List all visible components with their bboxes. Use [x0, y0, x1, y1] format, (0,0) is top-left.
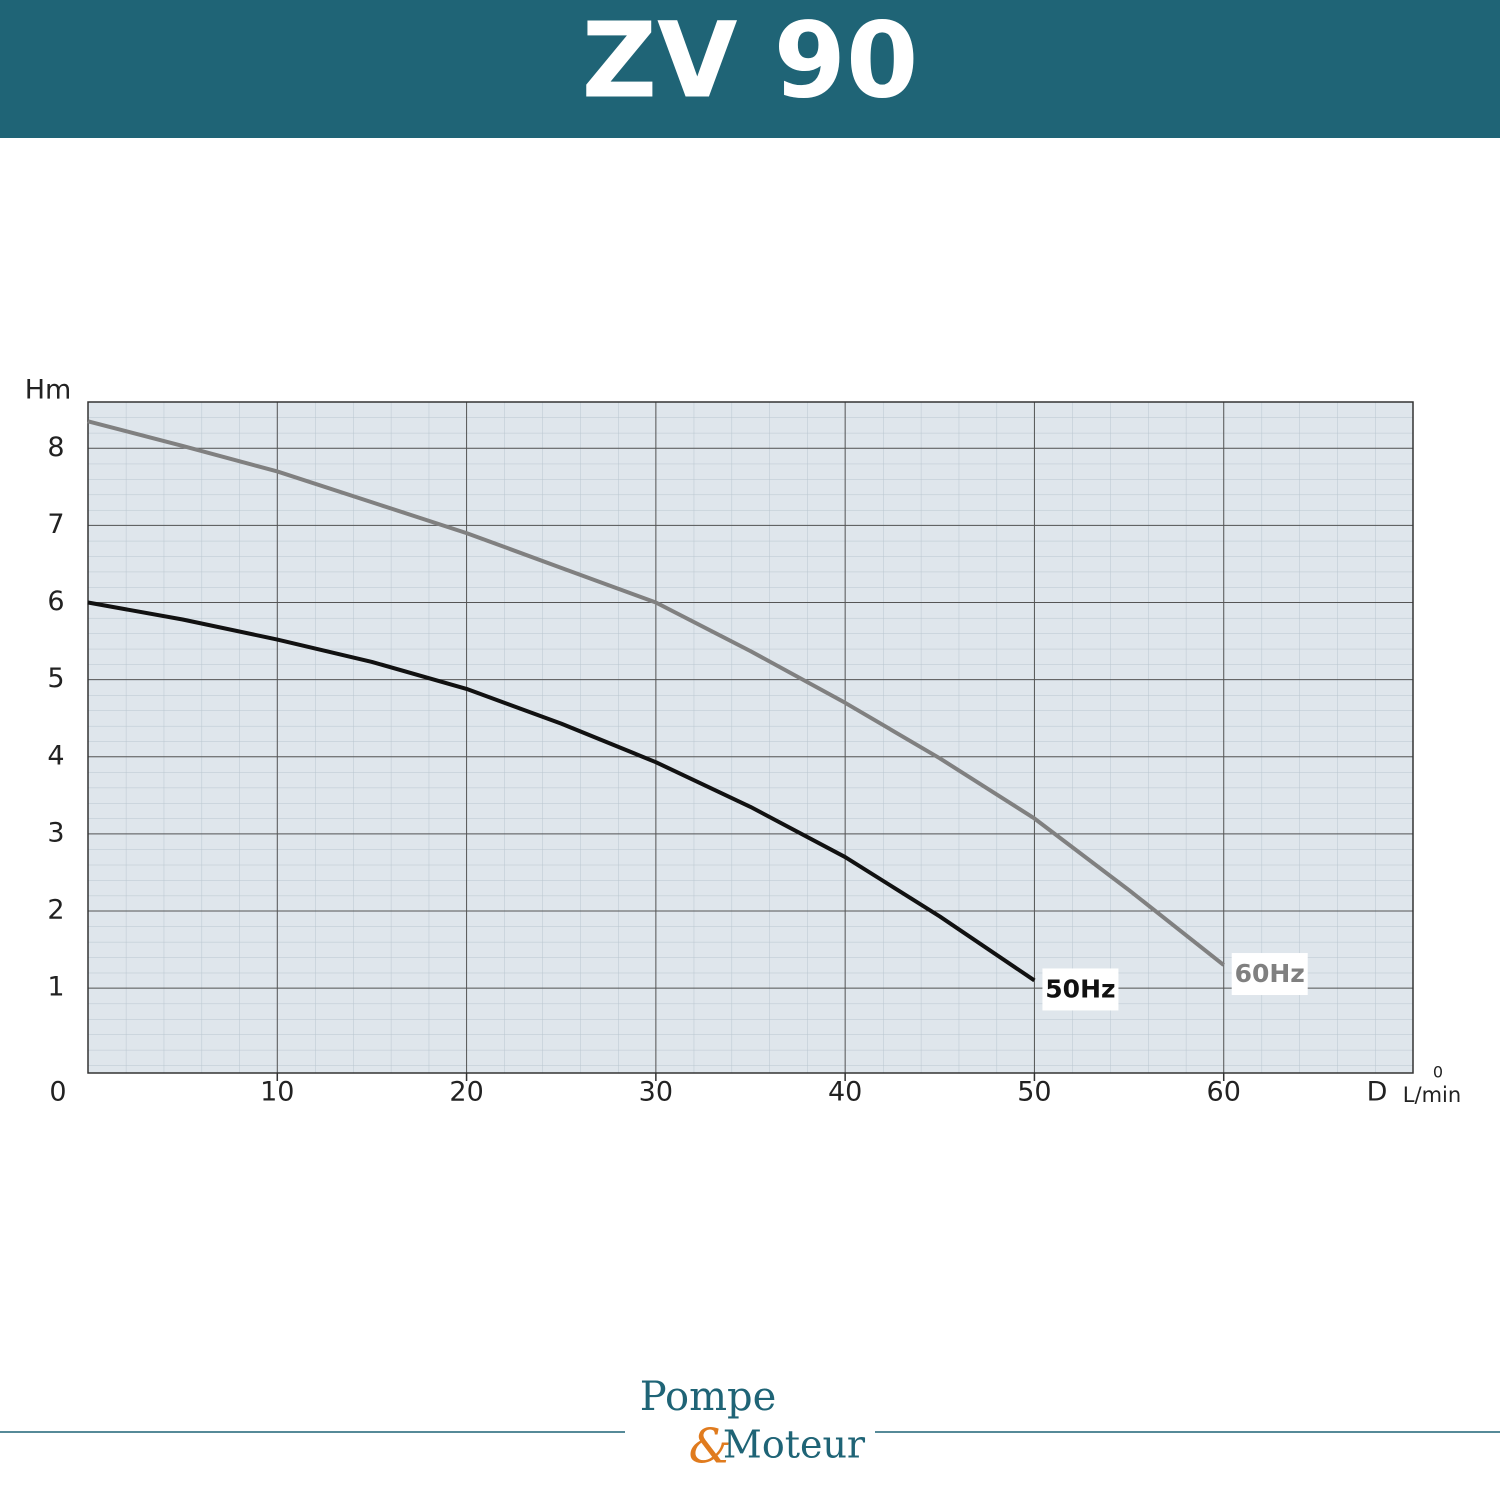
x-axis-unit: L/min [1403, 1083, 1461, 1107]
x-tick-label: 40 [828, 1077, 862, 1108]
logo-word: Moteur [723, 1423, 866, 1467]
x-tick-label: 10 [260, 1077, 294, 1108]
y-tick-label: 2 [47, 895, 64, 926]
y-tick-label: 4 [47, 740, 64, 771]
y-tick-label: 8 [47, 432, 64, 463]
origin-label: 0 [49, 1077, 66, 1108]
plot-frame [87, 401, 1414, 1074]
y-tick-label: 7 [47, 509, 64, 540]
series-label: 50Hz [1045, 974, 1115, 1003]
right-axis-label: 0 [1433, 1063, 1443, 1082]
series-label-box [1042, 968, 1119, 1011]
y-axis-label: Hm [25, 375, 72, 406]
x-tick-label: 20 [449, 1077, 483, 1108]
logo-word: Pompe [640, 1374, 777, 1420]
series-label-box [1231, 953, 1308, 996]
series-label: 60Hz [1235, 959, 1305, 988]
y-tick-label: 5 [47, 663, 64, 694]
y-tick-label: 3 [47, 817, 64, 848]
series-line [87, 600, 1036, 983]
x-tick-label: 60 [1207, 1077, 1241, 1108]
minor-grid [88, 402, 1413, 1073]
x-tick-label: 30 [639, 1077, 673, 1108]
chart-title: ZV 90 [582, 0, 919, 121]
y-tick-label: 1 [47, 972, 64, 1003]
x-axis-label: D [1367, 1077, 1388, 1108]
header-band [0, 0, 1500, 138]
series-line [87, 419, 1225, 967]
y-tick-label: 6 [47, 586, 64, 617]
logo-ampersand: & [689, 1419, 732, 1475]
x-tick-label: 50 [1017, 1077, 1051, 1108]
